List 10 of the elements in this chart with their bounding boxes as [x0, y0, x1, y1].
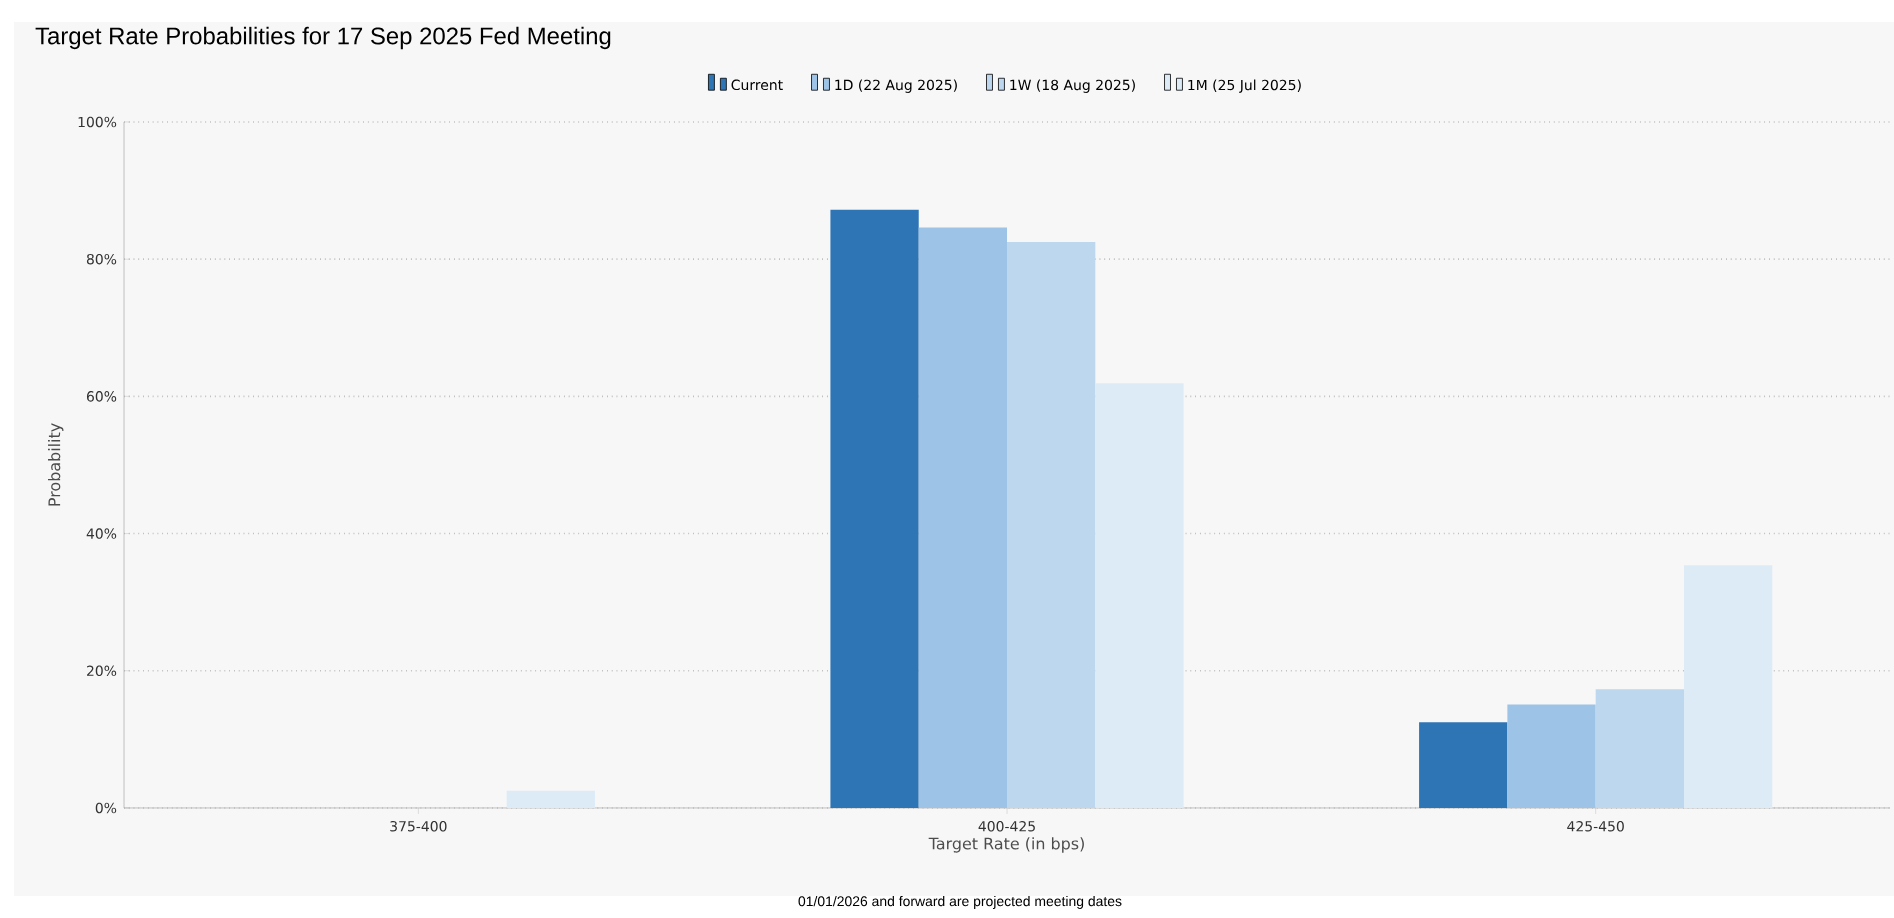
bar [830, 209, 919, 808]
bar [1419, 722, 1508, 808]
bar [1683, 565, 1773, 808]
bar [1095, 383, 1184, 808]
chart-title: Target Rate Probabilities for 17 Sep 2025 Fed Meeting [35, 26, 611, 50]
bar [1007, 242, 1096, 808]
bar [918, 227, 1008, 808]
bar [506, 790, 595, 808]
bar [1507, 704, 1596, 808]
bar [1595, 689, 1684, 808]
